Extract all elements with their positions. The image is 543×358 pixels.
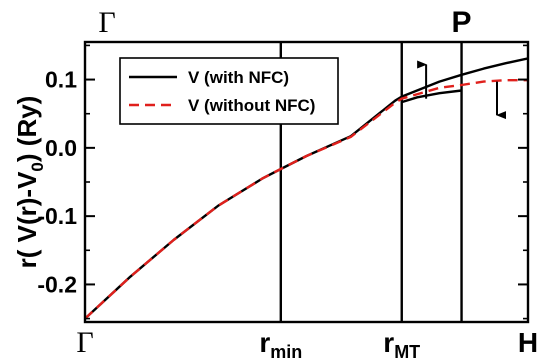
series-line-2 <box>401 89 462 104</box>
y-tick-label: -0.1 <box>37 203 77 229</box>
x-tick-label: rmin <box>259 327 302 358</box>
series-group <box>85 57 528 320</box>
legend-label: V (with NFC) <box>188 68 289 87</box>
x-tick-label-main: r <box>383 327 394 358</box>
top-label: Γ <box>98 6 115 39</box>
x-tick-label: Γ <box>76 326 93 358</box>
y-axis-label: r( V(r)-V0) (Ry) <box>12 96 47 269</box>
x-tick-label-subscript: MT <box>394 342 420 358</box>
y-tick-label: -0.2 <box>37 271 77 297</box>
legend-label: V (without NFC) <box>188 96 315 115</box>
x-tick-label: rMT <box>383 327 420 358</box>
top-label: P <box>452 6 472 39</box>
legend-box <box>119 57 339 125</box>
y-tick-label: 0.1 <box>45 67 77 93</box>
x-tick-label: H <box>518 327 538 358</box>
y-axis-label-part: ) (Ry) <box>12 96 42 162</box>
x-tick-label-main: r <box>259 327 270 358</box>
x-tick-label-main: Γ <box>76 326 93 358</box>
series-line-1 <box>85 79 528 320</box>
x-tick-label-main: H <box>518 327 538 358</box>
y-axis-label-subscript: 0 <box>28 162 47 171</box>
y-tick-label: 0.0 <box>45 135 77 161</box>
x-tick-label-subscript: min <box>270 342 302 358</box>
y-axis-label-part: r( V(r)-V <box>12 171 42 268</box>
